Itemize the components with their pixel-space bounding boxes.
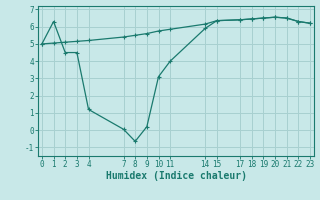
X-axis label: Humidex (Indice chaleur): Humidex (Indice chaleur) (106, 171, 246, 181)
